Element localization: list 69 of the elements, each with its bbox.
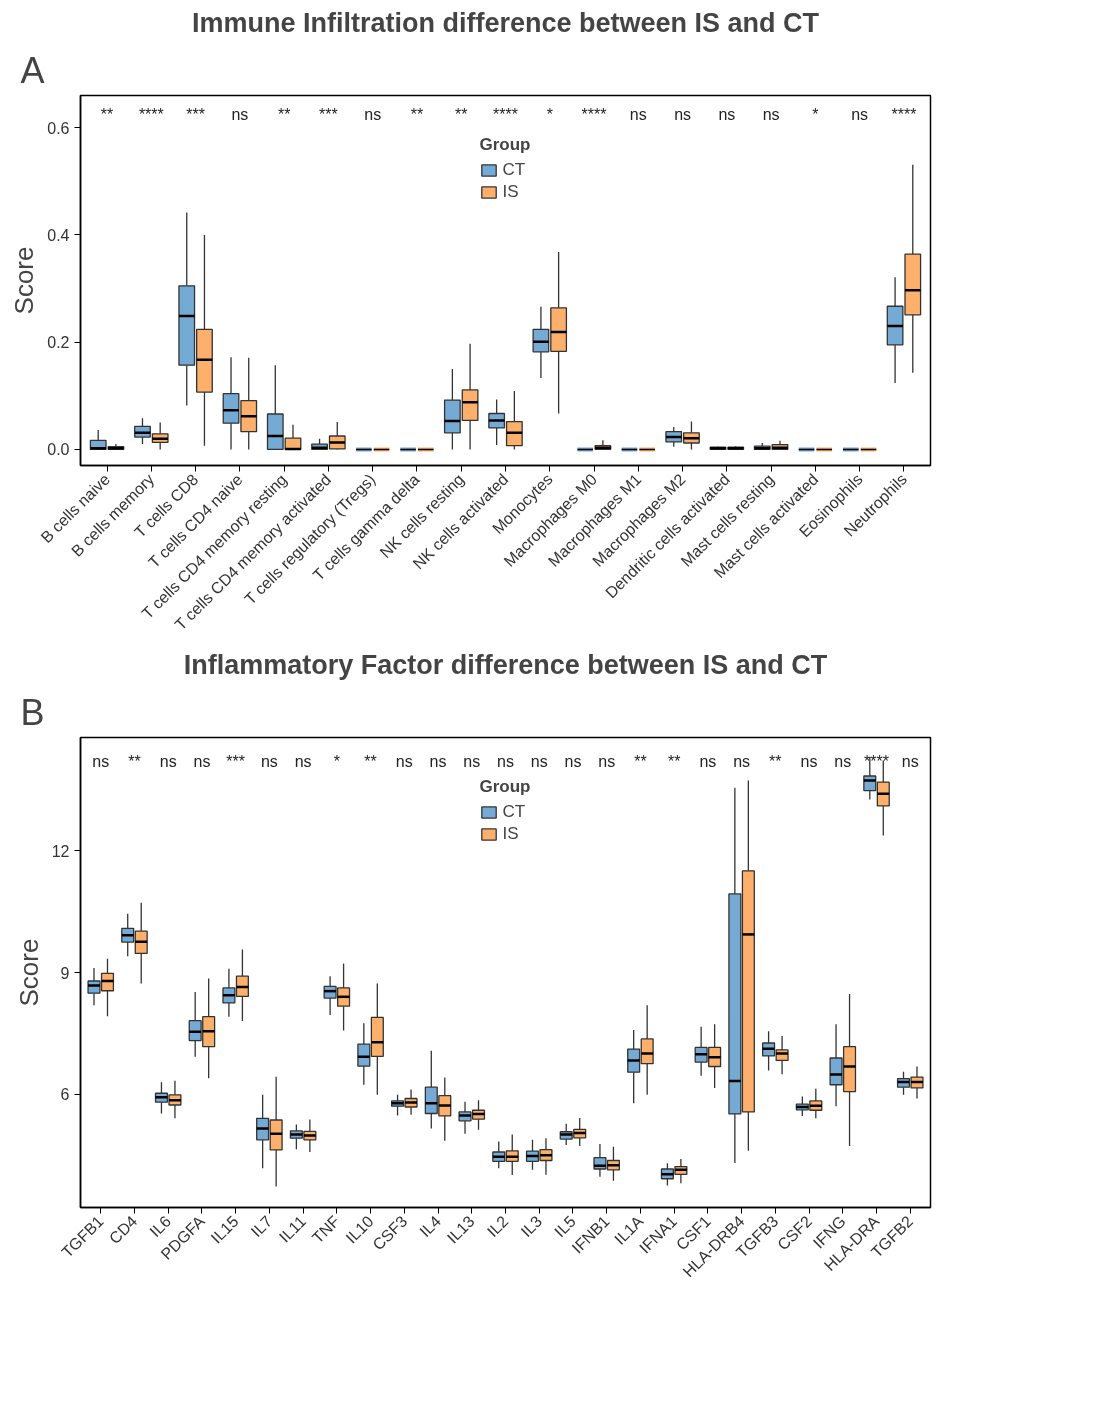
y-tick-label: 0.6 [47,119,70,137]
annotation: ** [769,752,782,770]
y-tick-label: 9 [60,964,70,982]
legend-label: CT [502,802,526,822]
x-tick-label: IL4 [416,1212,445,1241]
annotation: ns [629,105,647,123]
y-tick-label: 12 [51,842,70,860]
annotation: ** [634,752,647,770]
annotation: ** [100,105,114,123]
annotation: ns [834,752,852,770]
annotation: ** [667,752,681,770]
x-tick-label: IL2 [483,1212,512,1241]
annotation: ns [598,752,616,770]
legend-label: CT [502,160,526,180]
x-tick-label: TNF [308,1212,344,1247]
annotation: ns [733,752,751,770]
annotation: ns [718,105,736,123]
chart-title: Immune Infiltration difference between IS and CT [191,7,820,38]
annotation: ns [260,752,278,770]
annotation: ns [159,752,177,770]
annotation: ns [497,752,514,770]
annotation: ns [193,752,211,770]
annotation: *** [226,752,246,770]
text: A [20,49,45,91]
y-axis-title: Score [9,246,40,315]
annotation: **** [138,105,164,123]
annotation: ns [800,752,818,770]
x-tick-label: IL11 [275,1212,310,1246]
annotation: ns [674,105,692,123]
legend-label: IS [502,182,520,202]
annotation: ns [699,752,717,770]
annotation: **** [891,105,917,123]
legend-title: Group [479,135,531,155]
legend-label: IS [502,824,520,844]
annotation: *** [186,105,205,123]
annotation: ns [395,752,413,770]
annotation: * [812,105,819,123]
annotation: **** [581,105,607,123]
chart-title: Inflammatory Factor difference between IS and CT [183,649,828,680]
annotation: ** [277,105,291,123]
annotation: ** [364,752,377,770]
annotation: *** [319,105,338,123]
y-tick-label: 0.0 [47,441,70,459]
annotation: ns [530,752,548,770]
annotation: ** [128,752,141,770]
annotation: ** [455,105,468,123]
y-tick-label: 6 [60,1086,70,1104]
x-tick-label: IL3 [517,1212,546,1241]
annotation: * [333,752,340,770]
annotation: ns [851,105,869,123]
annotation: ns [364,105,382,123]
annotation: ** [410,105,424,123]
y-tick-label: 0.4 [47,226,70,244]
annotation: ns [762,105,780,123]
legend-title: Group [479,777,531,797]
annotation: ns [901,752,919,770]
text: B [20,691,45,733]
annotation: ns [92,752,110,770]
annotation: * [546,105,553,123]
annotation: ns [463,752,481,770]
y-tick-label: 0.2 [47,334,70,352]
annotation: **** [493,105,518,123]
annotation: ns [429,752,447,770]
annotation: ns [294,752,312,770]
x-tick-label: CD4 [105,1212,141,1248]
y-axis-title: Score [13,938,44,1007]
annotation: ns [231,105,249,123]
annotation: ns [564,752,582,770]
x-tick-label: IL7 [247,1212,276,1241]
